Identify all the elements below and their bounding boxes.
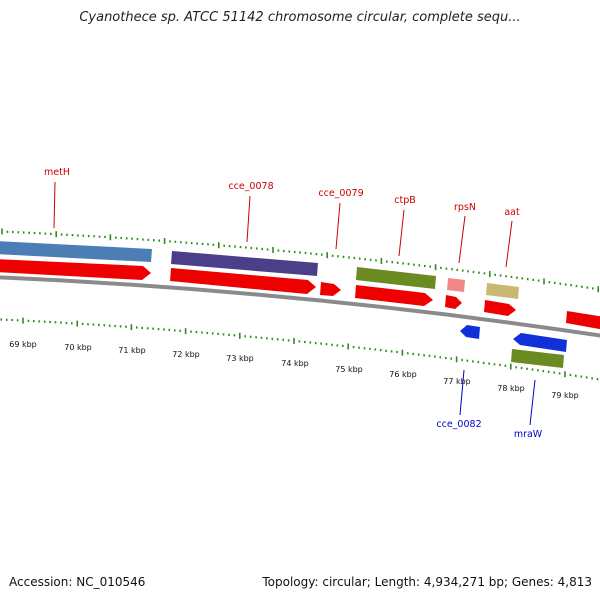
tick-track-lower xyxy=(0,317,599,381)
leader-line xyxy=(246,195,251,243)
tick-track-upper xyxy=(1,228,600,293)
chromosome-backbone xyxy=(0,275,600,338)
leader-line xyxy=(53,181,56,229)
gene-metH[interactable] xyxy=(0,241,152,262)
cds-arrow[interactable] xyxy=(170,268,316,294)
kbp-label: 79 kbp xyxy=(551,391,579,400)
label-aat[interactable]: aat xyxy=(504,207,520,218)
cds-forward-track xyxy=(0,259,600,330)
kbp-label: 75 kbp xyxy=(335,365,363,374)
cds-reverse-arrow[interactable] xyxy=(460,325,480,339)
map-title: Cyanothece sp. ATCC 51142 chromosome cir… xyxy=(79,10,521,25)
leader-line xyxy=(398,209,405,257)
gene-band-upper xyxy=(0,241,519,299)
gene-mraW[interactable] xyxy=(511,349,564,368)
label-ctpB[interactable]: ctpB xyxy=(394,195,416,206)
leader-line xyxy=(459,369,465,416)
cds-arrow[interactable] xyxy=(484,300,516,316)
label-cce-0078[interactable]: cce_0078 xyxy=(228,181,273,192)
kbp-label: 71 kbp xyxy=(118,346,146,355)
gene-labels: metH cce_0078 cce_0079 ctpB rpsN aat cce… xyxy=(44,167,543,440)
accession-label: Accession: NC_010546 xyxy=(9,575,146,589)
gene-cce-0078[interactable] xyxy=(171,251,318,276)
leader-line xyxy=(529,379,536,426)
label-metH[interactable]: metH xyxy=(44,167,70,178)
kbp-label: 69 kbp xyxy=(9,340,37,349)
label-cce-0079[interactable]: cce_0079 xyxy=(318,188,363,199)
kbp-scale-labels: 69 kbp 70 kbp 71 kbp 72 kbp 73 kbp 74 kb… xyxy=(9,340,579,400)
cds-reverse-track xyxy=(460,325,567,368)
kbp-label: 70 kbp xyxy=(64,343,92,352)
gene-aat[interactable] xyxy=(486,283,519,299)
topology-summary: Topology: circular; Length: 4,934,271 bp… xyxy=(262,575,592,589)
cds-arrow[interactable] xyxy=(320,282,341,296)
gene-ctpB[interactable] xyxy=(356,267,436,289)
cds-arrow[interactable] xyxy=(355,285,433,306)
cds-reverse-arrow[interactable] xyxy=(513,333,567,352)
gene-rpsN[interactable] xyxy=(447,278,465,292)
label-leaders xyxy=(53,181,536,426)
kbp-label: 78 kbp xyxy=(497,384,525,393)
cds-arrow[interactable] xyxy=(566,311,600,330)
cds-arrow[interactable] xyxy=(0,259,151,280)
kbp-label: 72 kbp xyxy=(172,350,200,359)
label-mraW[interactable]: mraW xyxy=(514,429,543,440)
label-rpsN[interactable]: rpsN xyxy=(454,202,476,213)
kbp-label: 77 kbp xyxy=(443,377,471,386)
kbp-label: 74 kbp xyxy=(281,359,309,368)
leader-line xyxy=(505,220,513,268)
cds-arrow[interactable] xyxy=(445,295,462,309)
leader-line xyxy=(458,215,466,264)
label-cce-0082[interactable]: cce_0082 xyxy=(436,419,481,430)
leader-line xyxy=(335,202,341,250)
kbp-label: 73 kbp xyxy=(226,354,254,363)
kbp-label: 76 kbp xyxy=(389,370,417,379)
